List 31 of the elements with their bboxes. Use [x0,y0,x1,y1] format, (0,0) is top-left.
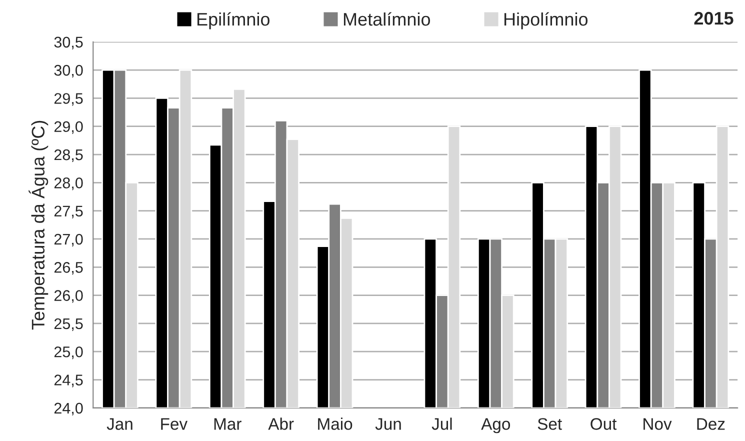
x-tick-label: Mar [214,418,242,430]
y-tick-label: 29,0 [54,121,83,134]
y-tick-label: 24,5 [54,374,83,388]
x-tick-label: Maio [318,418,352,430]
x-tick-label: Jun [375,418,401,430]
legend-label: Hipolímnio [504,12,588,30]
y-tick-label: 28,0 [54,178,83,190]
x-tick-label: Fev [161,418,188,430]
x-tick-label: Set [538,418,562,430]
y-tick-label: 30,0 [54,64,83,78]
x-tick-label: Ago [481,418,510,434]
x-tick-label: Abr [268,418,294,430]
x-tick-label: Nov [644,418,672,430]
chart-title: 2015 [694,12,734,25]
y-tick-label: 25,5 [54,318,83,331]
y-tick-label: 24,0 [54,402,83,416]
y-tick-label: 26,5 [54,262,83,275]
x-tick-label: Out [590,418,617,430]
x-tick-label: Dez [697,418,725,430]
x-tick-label: Jan [106,418,132,430]
legend-label: Epilímnio [197,12,270,30]
y-tick-label: 26,0 [54,290,83,303]
y-tick-label: 29,5 [54,93,83,106]
x-tick-label: Jul [432,418,452,430]
y-axis-title: Temperatura da Água (ºC) [28,120,48,330]
y-tick-label: 27,5 [54,206,83,218]
y-tick-label: 28,5 [54,149,83,162]
y-tick-label: 25,0 [54,346,83,360]
y-tick-label: 30,5 [54,36,83,50]
legend-label: Metalímnio [344,12,430,26]
y-tick-label: 27,0 [54,234,83,246]
